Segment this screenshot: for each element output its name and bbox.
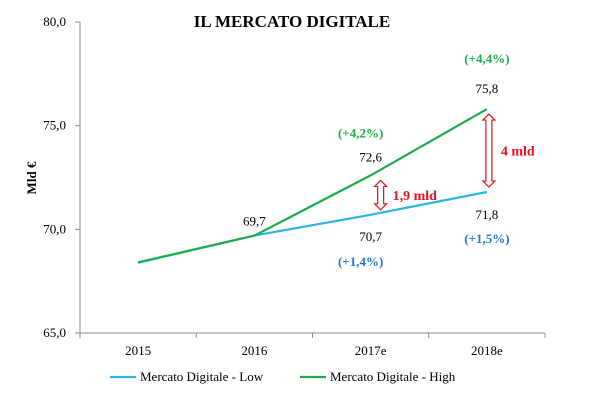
x-tick-label: 2018e <box>471 343 503 358</box>
y-tick-label: 65,0 <box>43 325 66 340</box>
data-label: 69,7 <box>243 214 266 229</box>
growth-label: (+4,2%) <box>338 125 383 140</box>
series-line-high <box>137 108 488 264</box>
y-tick-label: 70,0 <box>43 221 66 236</box>
annotation-layer: 69,7 72,6 75,8 70,7 71,8 (+4,2%) (+4,4%) (+1,4%… <box>243 51 535 269</box>
data-label: 71,8 <box>476 207 499 222</box>
legend-label-high: Mercato Digitale - High <box>330 369 456 384</box>
growth-label: (+4,4%) <box>464 51 509 66</box>
gap-label: 1,9 mld <box>393 189 438 204</box>
legend: Mercato Digitale - Low Mercato Digitale -… <box>110 369 456 384</box>
x-tick-label: 2015 <box>125 343 151 358</box>
x-tick-label: 2016 <box>241 343 268 358</box>
data-label: 75,8 <box>476 81 499 96</box>
axes: 65,0 70,0 75,0 80,0 2015 2016 2017e 2018e <box>43 14 546 358</box>
series-layer <box>137 108 488 264</box>
data-label: 70,7 <box>359 229 382 244</box>
data-label: 72,6 <box>359 149 382 164</box>
gap-arrow-shape <box>373 179 389 211</box>
y-tick-label: 80,0 <box>43 14 66 29</box>
gap-arrow: 4 mld <box>481 113 535 188</box>
y-axis-label: Mld € <box>24 161 39 194</box>
gap-arrow: 1,9 mld <box>373 179 438 211</box>
growth-label: (+1,5%) <box>464 231 509 246</box>
legend-label-low: Mercato Digitale - Low <box>140 369 264 384</box>
chart-title: IL MERCATO DIGITALE <box>194 12 391 31</box>
x-tick-label: 2017e <box>355 343 387 358</box>
y-tick-label: 75,0 <box>43 118 66 133</box>
gap-arrow-shape <box>481 113 497 188</box>
growth-label: (+1,4%) <box>338 254 383 269</box>
gap-label: 4 mld <box>501 145 535 160</box>
